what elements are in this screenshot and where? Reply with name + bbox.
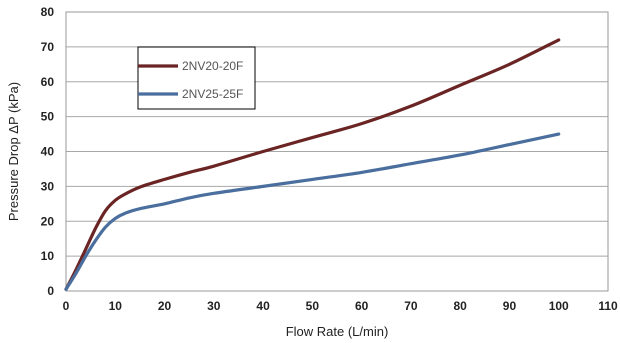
x-tick-label-1: 10 [109,299,123,313]
x-axis-title: Flow Rate (L/min) [286,324,389,339]
legend-label-2: 2NV25-25F [182,87,243,101]
y-tick-label-1: 10 [41,249,55,263]
x-tick-label-11: 110 [598,299,618,313]
series-line-2 [64,132,561,291]
y-tick-label-7: 70 [41,40,55,54]
x-tick-label-10: 100 [549,299,569,313]
y-tick-label-4: 40 [41,145,55,159]
y-tick-label-5: 50 [41,110,55,124]
y-tick-label-2: 20 [41,214,55,228]
legend-label-1: 2NV20-20F [182,59,243,73]
series-lines [64,38,561,291]
x-tick-label-6: 60 [355,299,369,313]
plot-area-frame [65,11,609,292]
x-tick-label-0: 0 [63,299,70,313]
legend-box [137,46,256,110]
y-tick-label-0: 0 [47,284,54,298]
y-tick-label-3: 30 [41,179,55,193]
x-tick-label-9: 90 [503,299,517,313]
x-tick-label-4: 40 [256,299,270,313]
y-tick-label-8: 80 [41,5,55,19]
x-tick-label-3: 30 [207,299,221,313]
axis-ticks: 0 10 20 30 40 50 60 70 80 0 10 20 30 40 50 60 70 80 90 100 1… [41,5,618,313]
y-tick-label-6: 60 [41,75,55,89]
x-tick-label-5: 50 [306,299,320,313]
x-tick-label-8: 80 [454,299,468,313]
legend: 2NV20-20F 2NV25-25F [137,46,256,110]
series-line-1 [64,38,561,291]
x-tick-label-2: 20 [158,299,172,313]
y-axis-title: Pressure Drop ΔP (kPa) [6,82,21,221]
x-tick-label-7: 70 [404,299,418,313]
